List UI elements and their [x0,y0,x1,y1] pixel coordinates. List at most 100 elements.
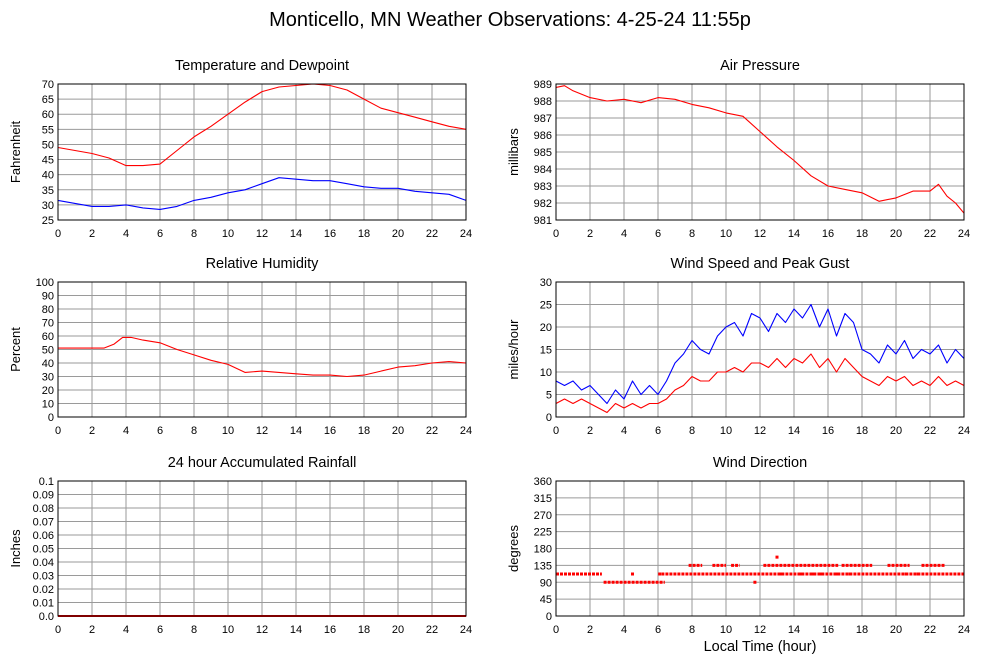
plot-frame [57,480,467,617]
y-tick-label: 90 [540,577,552,589]
y-tick-label: 40 [42,358,54,370]
x-tick-label: 24 [460,425,472,437]
y-tick-label: 25 [42,215,54,227]
x-tick-label: 10 [720,624,732,636]
y-tick-label: 315 [534,493,552,505]
x-tick-label: 4 [123,425,129,437]
y-tick-label: 0.0 [39,611,54,623]
y-tick-label: 0 [546,412,552,424]
direction-point [775,555,779,559]
y-axis-label: Fahrenheit [8,121,23,184]
y-tick-label: 0.1 [39,476,54,488]
y-tick-label: 982 [534,198,552,210]
x-tick-label: 2 [587,228,593,240]
y-axis-label: Inches [8,529,23,568]
x-tick-label: 0 [55,425,61,437]
x-tick-label: 14 [290,624,302,636]
x-tick-label: 22 [426,624,438,636]
direction-point [835,572,838,576]
y-tick-label: 0.01 [33,598,54,610]
series-line-0 [555,303,965,405]
direction-point [778,572,782,576]
x-tick-label: 22 [426,425,438,437]
chart-pressure: Air Pressure millibars 981 982 983 984 985 986 9… [506,58,970,240]
direction-point [819,572,823,576]
x-tick-label: 0 [55,228,61,240]
x-tick-label: 4 [123,624,129,636]
x-tick-label: 12 [256,425,268,437]
y-tick-label: 360 [534,476,552,488]
x-tick-label: 10 [222,228,234,240]
x-tick-label: 20 [890,425,902,437]
y-tick-label: 60 [42,331,54,343]
series-line-1 [57,177,467,210]
x-tick-label: 20 [392,624,404,636]
y-tick-label: 0.03 [33,571,54,583]
x-tick-label: 10 [222,624,234,636]
x-tick-label: 20 [890,228,902,240]
x-tick-label: 20 [890,624,902,636]
x-tick-label: 8 [191,228,197,240]
x-tick-label: 22 [924,624,936,636]
series-line-0 [57,83,467,167]
x-tick-label: 12 [754,425,766,437]
x-tick-label: 16 [324,624,336,636]
page-title: Monticello, MN Weather Observations: 4-2… [269,9,751,31]
x-tick-label: 18 [856,425,868,437]
y-tick-label: 0 [546,611,552,623]
x-tick-label: 18 [856,228,868,240]
chart-title: 24 hour Accumulated Rainfall [168,455,357,471]
chart-title: Air Pressure [720,58,800,74]
y-tick-label: 45 [42,155,54,167]
y-tick-label: 30 [42,372,54,384]
y-tick-label: 25 [540,300,552,312]
direction-point [753,580,757,584]
y-tick-label: 225 [534,527,552,539]
plot-frame [555,480,965,617]
x-tick-label: 2 [89,228,95,240]
x-tick-label: 24 [460,624,472,636]
series-line-1 [555,353,965,414]
y-tick-label: 90 [42,291,54,303]
x-tick-label: 16 [822,624,834,636]
x-tick-label: 6 [655,624,661,636]
x-tick-label: 16 [822,425,834,437]
y-tick-label: 981 [534,215,552,227]
y-tick-label: 35 [42,185,54,197]
x-tick-label: 12 [256,228,268,240]
y-tick-label: 180 [534,544,552,556]
y-tick-label: 45 [540,594,552,606]
x-tick-label: 14 [788,624,800,636]
chart-temp: Temperature and Dewpoint Fahrenheit 25 30 35… [8,58,472,240]
x-tick-label: 6 [157,228,163,240]
x-tick-label: 20 [392,425,404,437]
series-line-0 [555,85,965,214]
y-tick-label: 50 [42,139,54,151]
y-tick-label: 15 [540,345,552,357]
x-tick-label: 2 [89,425,95,437]
y-tick-label: 0.04 [33,557,54,569]
y-tick-label: 10 [42,399,54,411]
y-tick-label: 50 [42,345,54,357]
chart-title: Relative Humidity [206,256,320,272]
y-axis-label: miles/hour [506,319,521,380]
direction-point [799,572,803,576]
x-tick-label: 8 [689,425,695,437]
y-tick-label: 80 [42,304,54,316]
y-tick-label: 0.02 [33,584,54,596]
x-tick-label: 18 [856,624,868,636]
y-tick-label: 100 [36,277,54,289]
x-tick-label: 8 [689,228,695,240]
direction-point [631,572,634,576]
x-tick-label: 6 [157,425,163,437]
x-tick-label: 4 [123,228,129,240]
y-tick-label: 30 [540,277,552,289]
y-tick-label: 270 [534,510,552,522]
direction-point [811,572,815,576]
y-tick-label: 5 [546,390,552,402]
x-tick-label: 8 [191,425,197,437]
x-tick-label: 14 [788,228,800,240]
y-tick-label: 0 [48,412,54,424]
chart-wind: Wind Speed and Peak Gust miles/hour 0 5 10 15… [506,256,970,437]
